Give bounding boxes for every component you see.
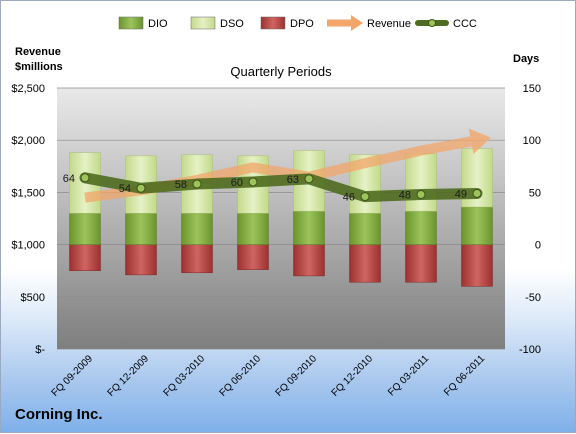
- y-right-ticks: -100 -50 0 50 100 150: [519, 83, 541, 356]
- ccc-point: [360, 192, 370, 202]
- legend-arrowhead: [351, 15, 363, 31]
- ccc-line: [79, 172, 483, 203]
- bar-dio: [237, 213, 269, 245]
- ccc-data-label: 63: [287, 174, 299, 186]
- ccc-data-label: 58: [175, 179, 187, 191]
- y-right-tick-label: 100: [523, 135, 541, 147]
- y-left-tick-label: $2,500: [11, 83, 45, 95]
- bar-dpo: [349, 244, 381, 283]
- ccc-data-label: 49: [455, 188, 467, 200]
- ccc-data-label: 46: [343, 192, 355, 204]
- revenue-arrowhead: [468, 128, 491, 155]
- y-right-tick-label: 150: [523, 83, 541, 95]
- bar-dio: [349, 213, 381, 245]
- company-name: Corning Inc.: [15, 406, 103, 423]
- legend: DIO DSO DPO Revenue CCC: [118, 15, 477, 31]
- bar-dpo: [181, 244, 213, 274]
- bar-dio: [69, 213, 101, 245]
- legend-marker: [428, 19, 436, 27]
- y-left-tick-label: $1,000: [11, 240, 45, 252]
- ccc-series: 64 54 58 60 63 46 48 49: [63, 172, 483, 204]
- chart-title: Quarterly Periods: [230, 64, 332, 79]
- bar-dio: [293, 210, 325, 245]
- y-right-tick-label: -100: [519, 344, 541, 356]
- bar-dio: [405, 210, 437, 245]
- legend-label: CCC: [453, 18, 477, 30]
- ccc-point: [192, 179, 202, 189]
- y-left-label-line2: $millions: [15, 61, 63, 73]
- ccc-data-label: 54: [119, 183, 131, 195]
- bar-dpo: [125, 244, 157, 276]
- ccc-data-label: 64: [63, 173, 75, 185]
- ccc-point: [416, 189, 426, 199]
- bar-dpo: [69, 244, 101, 271]
- bar-dpo: [405, 244, 437, 283]
- ccc-data-label: 48: [399, 189, 411, 201]
- y-right-tick-label: -50: [525, 292, 541, 304]
- x-ticks: FQ 09-2009 FQ 12-2009 FQ 03-2010 FQ 06-2010…: [50, 353, 488, 399]
- y-left-tick-label: $500: [21, 292, 45, 304]
- bar-dpo: [293, 244, 325, 277]
- y-right-tick-label: 0: [535, 240, 541, 252]
- legend-swatch-dso: [190, 16, 216, 30]
- y-left-label-line1: Revenue: [15, 46, 61, 58]
- ccc-point: [136, 183, 146, 193]
- x-tick-label: FQ 06-2010: [218, 353, 264, 399]
- bar-dso: [405, 153, 437, 212]
- bar-dpo: [237, 244, 269, 270]
- legend-label: Revenue: [367, 18, 411, 30]
- y-left-ticks: $- $500 $1,000 $1,500 $2,000 $2,500: [11, 83, 45, 356]
- y-right-label: Days: [513, 53, 539, 65]
- x-tick-label: FQ 12-2009: [106, 353, 152, 399]
- x-tick-label: FQ 03-2011: [386, 353, 431, 398]
- ccc-data-label: 60: [231, 177, 243, 189]
- bar-dio: [181, 213, 213, 245]
- legend-label: DSO: [220, 18, 244, 30]
- x-tick-label: FQ 06-2011: [442, 353, 487, 398]
- y-left-tick-label: $2,000: [11, 135, 45, 147]
- plot-area: [57, 88, 505, 349]
- legend-swatch-dio: [118, 16, 144, 30]
- bar-dio: [125, 213, 157, 245]
- x-tick-label: FQ 09-2010: [274, 353, 320, 399]
- ccc-point: [80, 173, 90, 183]
- bar-dpo: [461, 244, 493, 287]
- x-tick-label: FQ 09-2009: [50, 353, 96, 399]
- legend-label: DIO: [148, 18, 168, 30]
- legend-swatch-dpo: [260, 16, 286, 30]
- x-tick-label: FQ 12-2010: [330, 353, 376, 399]
- y-right-tick-label: 50: [529, 187, 541, 199]
- y-left-tick-label: $-: [35, 344, 45, 356]
- bar-dio: [461, 206, 493, 245]
- ccc-point: [248, 177, 258, 187]
- ccc-point: [472, 188, 482, 198]
- y-left-tick-label: $1,500: [11, 187, 45, 199]
- legend-label: DPO: [290, 18, 314, 30]
- ccc-point: [304, 174, 314, 184]
- x-tick-label: FQ 03-2010: [162, 353, 208, 399]
